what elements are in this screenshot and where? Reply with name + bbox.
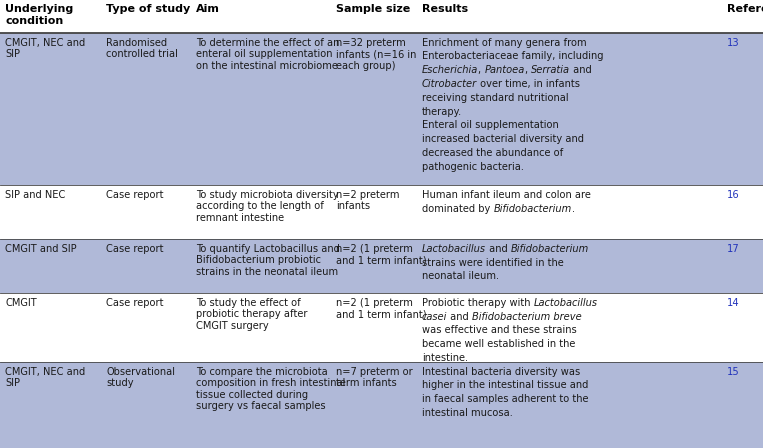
Bar bbox=[0, 33, 763, 185]
Text: CMGIT, NEC and
SIP: CMGIT, NEC and SIP bbox=[5, 366, 85, 388]
Text: ,: , bbox=[478, 65, 485, 75]
Text: Probiotic therapy with: Probiotic therapy with bbox=[422, 298, 533, 308]
Text: Intestinal bacteria diversity was: Intestinal bacteria diversity was bbox=[422, 366, 580, 377]
Text: 13: 13 bbox=[727, 38, 740, 47]
Text: in faecal samples adherent to the: in faecal samples adherent to the bbox=[422, 394, 588, 404]
Text: pathogenic bacteria.: pathogenic bacteria. bbox=[422, 162, 524, 172]
Text: .: . bbox=[571, 204, 575, 214]
Text: Serratia: Serratia bbox=[531, 65, 570, 75]
Text: Escherichia: Escherichia bbox=[422, 65, 478, 75]
Text: strains were identified in the: strains were identified in the bbox=[422, 258, 564, 267]
Text: Underlying
condition: Underlying condition bbox=[5, 4, 73, 26]
Text: Reference: Reference bbox=[727, 4, 763, 14]
Text: n=2 (1 preterm
and 1 term infant): n=2 (1 preterm and 1 term infant) bbox=[336, 298, 427, 319]
Text: To study microbiota diversity
according to the length of
remnant intestine: To study microbiota diversity according … bbox=[196, 190, 339, 223]
Text: CMGIT: CMGIT bbox=[5, 298, 37, 308]
Bar bbox=[0, 0, 763, 33]
Text: ,: , bbox=[525, 65, 531, 75]
Text: Enterobacteriaceae family, including: Enterobacteriaceae family, including bbox=[422, 52, 604, 61]
Text: To determine the effect of an
enteral oil supplementation
on the intestinal micr: To determine the effect of an enteral oi… bbox=[196, 38, 340, 71]
Text: To study the effect of
probiotic therapy after
CMGIT surgery: To study the effect of probiotic therapy… bbox=[196, 298, 307, 331]
Text: was effective and these strains: was effective and these strains bbox=[422, 325, 577, 336]
Bar bbox=[0, 185, 763, 239]
Text: receiving standard nutritional: receiving standard nutritional bbox=[422, 93, 568, 103]
Text: n=7 preterm or
term infants: n=7 preterm or term infants bbox=[336, 366, 413, 388]
Text: casei: casei bbox=[422, 312, 447, 322]
Text: CMGIT, NEC and
SIP: CMGIT, NEC and SIP bbox=[5, 38, 85, 59]
Text: To quantify Lactobacillus and
Bifidobacterium probiotic
strains in the neonatal : To quantify Lactobacillus and Bifidobact… bbox=[196, 244, 340, 277]
Text: and: and bbox=[570, 65, 591, 75]
Text: Lactobacillus: Lactobacillus bbox=[533, 298, 597, 308]
Text: Bifidobacterium: Bifidobacterium bbox=[494, 204, 571, 214]
Text: Case report: Case report bbox=[106, 190, 163, 200]
Text: neonatal ileum.: neonatal ileum. bbox=[422, 271, 499, 281]
Text: Results: Results bbox=[422, 4, 468, 14]
Text: 16: 16 bbox=[727, 190, 740, 200]
Text: and: and bbox=[486, 244, 510, 254]
Text: decreased the abundance of: decreased the abundance of bbox=[422, 148, 563, 158]
Text: higher in the intestinal tissue and: higher in the intestinal tissue and bbox=[422, 380, 588, 390]
Text: therapy.: therapy. bbox=[422, 107, 462, 116]
Text: Randomised
controlled trial: Randomised controlled trial bbox=[106, 38, 178, 59]
Text: intestinal mucosa.: intestinal mucosa. bbox=[422, 408, 513, 418]
Text: Human infant ileum and colon are: Human infant ileum and colon are bbox=[422, 190, 591, 200]
Text: Enteral oil supplementation: Enteral oil supplementation bbox=[422, 121, 559, 130]
Bar bbox=[0, 239, 763, 293]
Text: Case report: Case report bbox=[106, 298, 163, 308]
Text: Case report: Case report bbox=[106, 244, 163, 254]
Text: CMGIT and SIP: CMGIT and SIP bbox=[5, 244, 77, 254]
Text: SIP and NEC: SIP and NEC bbox=[5, 190, 66, 200]
Text: dominated by: dominated by bbox=[422, 204, 494, 214]
Text: Lactobacillus: Lactobacillus bbox=[422, 244, 486, 254]
Text: To compare the microbiota
composition in fresh intestinal
tissue collected durin: To compare the microbiota composition in… bbox=[196, 366, 346, 411]
Bar bbox=[0, 362, 763, 448]
Text: Enrichment of many genera from: Enrichment of many genera from bbox=[422, 38, 587, 47]
Text: n=32 preterm
infants (n=16 in
each group): n=32 preterm infants (n=16 in each group… bbox=[336, 38, 416, 71]
Text: Citrobacter: Citrobacter bbox=[422, 79, 477, 89]
Text: Bifidobacterium: Bifidobacterium bbox=[510, 244, 589, 254]
Text: increased bacterial diversity and: increased bacterial diversity and bbox=[422, 134, 584, 144]
Text: Sample size: Sample size bbox=[336, 4, 410, 14]
Text: 14: 14 bbox=[727, 298, 740, 308]
Text: n=2 (1 preterm
and 1 term infant): n=2 (1 preterm and 1 term infant) bbox=[336, 244, 427, 265]
Text: intestine.: intestine. bbox=[422, 353, 468, 363]
Text: Bifidobacterium breve: Bifidobacterium breve bbox=[472, 312, 582, 322]
Text: Pantoea: Pantoea bbox=[485, 65, 525, 75]
Text: and: and bbox=[447, 312, 472, 322]
Text: Aim: Aim bbox=[196, 4, 220, 14]
Text: 15: 15 bbox=[727, 366, 740, 377]
Text: became well established in the: became well established in the bbox=[422, 339, 575, 349]
Text: 17: 17 bbox=[727, 244, 740, 254]
Text: Type of study: Type of study bbox=[106, 4, 190, 14]
Text: Observational
study: Observational study bbox=[106, 366, 175, 388]
Text: n=2 preterm
infants: n=2 preterm infants bbox=[336, 190, 399, 211]
Bar bbox=[0, 293, 763, 362]
Text: over time, in infants: over time, in infants bbox=[477, 79, 580, 89]
